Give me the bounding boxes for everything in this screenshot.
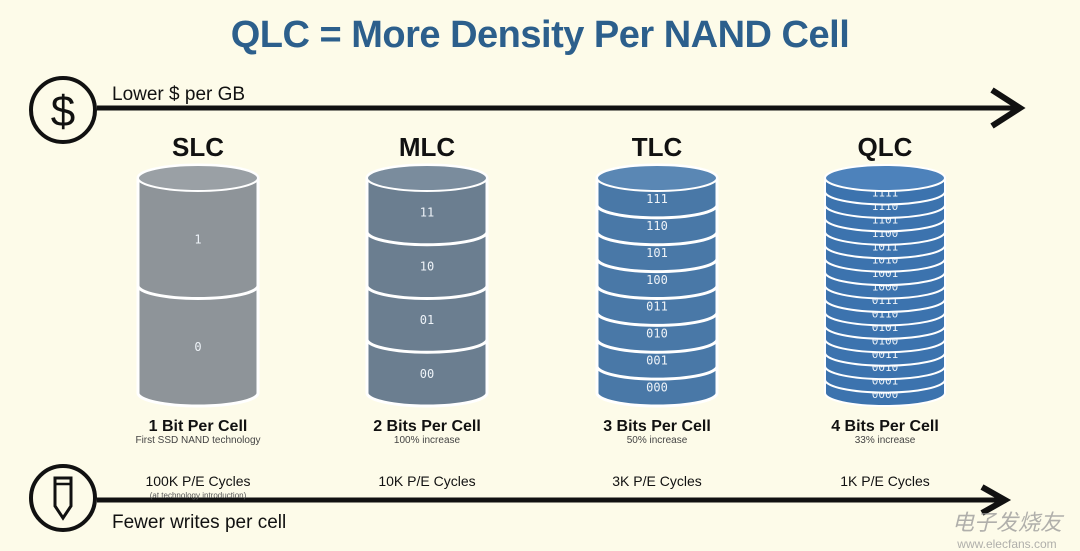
cell-type-label: MLC (398, 132, 456, 162)
cell-type-label: QLC (857, 132, 913, 162)
level-label: 00 (420, 367, 434, 381)
watermark-name: 电子发烧友 (951, 510, 1062, 535)
level-label: 100 (646, 273, 668, 287)
increase-label: 100% increase (393, 435, 461, 446)
svg-text:$: $ (51, 87, 75, 136)
top-axis-label: Lower $ per GB (112, 84, 246, 105)
level-label: 01 (420, 313, 434, 327)
bits-per-cell-label: 4 Bits Per Cell (831, 418, 939, 435)
page-title: QLC = More Density Per NAND Cell (230, 14, 850, 56)
cylinder-top (824, 164, 946, 192)
increase-label: 33% increase (854, 435, 916, 446)
cell-type-label: TLC (631, 132, 683, 162)
top-arrow (97, 87, 1026, 129)
column-slc: SLC 1 Bit Per Cell First SSD NAND technolo… (78, 0, 318, 550)
pe-cycles-label: 3K P/E Cycles (612, 473, 702, 489)
level-label: 111 (646, 192, 668, 206)
level-label: 110 (646, 219, 668, 233)
level-label: 000 (646, 380, 668, 394)
level-label: 101 (646, 246, 668, 260)
level-label: 11 (420, 206, 434, 220)
level-label: 1 (194, 233, 201, 247)
watermark: 电子发烧友 www.elecfans.com (952, 505, 1062, 551)
column-mlc: MLC 2 Bits Per Cell 100% increase 10K P/E C… (307, 0, 547, 550)
cylinder-top (137, 164, 259, 192)
cylinder-tlc: 000 001 010 011 100 101 110 111 (595, 163, 719, 408)
cylinder-top (596, 164, 718, 192)
level-label: 10 (420, 259, 434, 273)
cylinder-qlc: 0000000100100011010001010110011110001001… (824, 164, 946, 407)
bits-per-cell-label: 2 Bits Per Cell (373, 418, 481, 435)
level-label: 0 (194, 340, 201, 354)
level-label: 011 (646, 300, 668, 314)
pe-cycles-label: 100K P/E Cycles (145, 473, 251, 489)
increase-label: 50% increase (626, 435, 688, 446)
increase-label: First SSD NAND technology (135, 435, 261, 446)
bottom-arrow (97, 484, 1012, 516)
watermark-url: www.elecfans.com (957, 537, 1057, 551)
bottom-axis-label: Fewer writes per cell (112, 512, 287, 533)
cylinder-slc: 01 (136, 163, 260, 408)
bits-per-cell-label: 3 Bits Per Cell (603, 418, 711, 435)
cylinder-top (366, 164, 488, 192)
column-tlc: TLC 3 Bits Per Cell 50% increase 3K P/E Cyc… (537, 0, 777, 550)
pe-cycles-label: 1K P/E Cycles (840, 473, 930, 489)
level-label: 010 (646, 327, 668, 341)
column-qlc: QLC 4 Bits Per Cell 33% increase 1K P/E Cyc… (765, 0, 1005, 550)
dollar-icon: $ (29, 76, 97, 144)
cylinder-mlc: 00 01 10 11 (365, 163, 489, 408)
cell-type-label: SLC (172, 132, 224, 162)
level-label: 001 (646, 353, 668, 367)
pencil-icon (29, 464, 97, 532)
pe-cycles-note: (at technology introduction) (149, 491, 247, 500)
bits-per-cell-label: 1 Bit Per Cell (148, 418, 248, 435)
pe-cycles-label: 10K P/E Cycles (378, 473, 476, 489)
